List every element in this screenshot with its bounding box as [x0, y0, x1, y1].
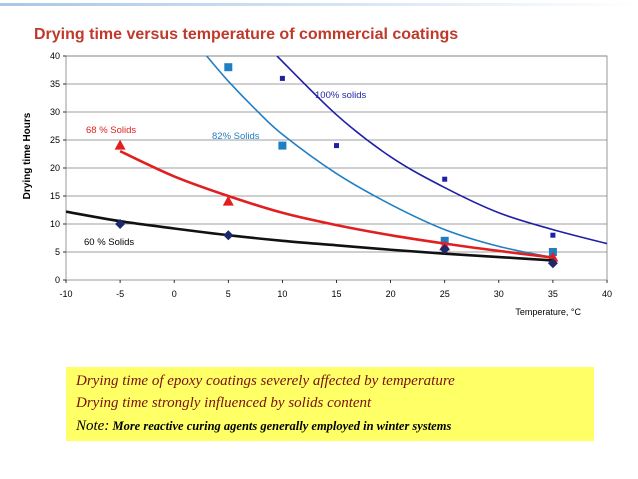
x-tick-label: 30: [494, 289, 504, 299]
x-axis-label: Temperature, °C: [515, 307, 581, 317]
series-label-82-solids: 82% Solids: [212, 131, 260, 142]
series-label-100-solids: 100% solids: [315, 90, 366, 101]
marker-100-solids: [334, 143, 339, 149]
note-line-solids: Drying time strongly influenced by solid…: [76, 395, 372, 411]
x-tick-label: 25: [440, 289, 450, 299]
series-label-68-solids: 68 % Solids: [86, 125, 136, 136]
y-tick-label: 15: [50, 191, 60, 201]
note-prefix: Note:: [76, 418, 110, 434]
note-line-temperature: Drying time of epoxy coatings severely a…: [76, 373, 455, 389]
y-tick-label: 30: [50, 107, 60, 117]
marker-100-solids: [550, 232, 556, 238]
marker-100-solids: [279, 75, 285, 81]
x-tick-label: 5: [226, 289, 231, 299]
y-tick-label: 0: [55, 275, 60, 285]
x-tick-label: 0: [172, 289, 177, 299]
top-accent-rule: [0, 3, 638, 6]
x-tick-label: -10: [59, 289, 72, 299]
chart: 0 5 10 15 20 25 30 35 40 -10 -5 0 5 10 15 20 25 30 35 40 Tem…: [22, 51, 612, 317]
y-tick-label: 35: [50, 79, 60, 89]
x-tick-label: -5: [116, 289, 124, 299]
y-axis-label: Drying time Hours: [22, 112, 33, 199]
slide-title: Drying time versus temperature of commer…: [34, 26, 459, 43]
y-tick-label: 40: [50, 51, 60, 61]
marker-60-solids: [439, 244, 450, 255]
y-tick-label: 10: [50, 219, 60, 229]
trendline-100-solids: [276, 56, 607, 245]
series-label-60-solids: 60 % Solids: [84, 237, 134, 248]
x-tick-label: 40: [602, 289, 612, 299]
note-line-curing-agents: Note: More reactive curing agents genera…: [76, 418, 451, 435]
trendline-82-solids: [206, 56, 554, 259]
marker-60-solids: [547, 258, 558, 269]
note-text: More reactive curing agents generally em…: [109, 419, 452, 433]
x-tick-label: 35: [548, 289, 558, 299]
x-tick-label: 20: [386, 289, 396, 299]
x-tick-label: 10: [277, 289, 287, 299]
marker-60-solids: [115, 219, 126, 229]
y-tick-label: 25: [50, 135, 60, 145]
note-box: Drying time of epoxy coatings severely a…: [66, 367, 594, 441]
marker-68-solids: [222, 195, 234, 206]
marker-82-solids: [278, 141, 287, 150]
trendline-60-solids: [66, 210, 553, 262]
marker-82-solids: [224, 63, 233, 72]
x-tick-label: 15: [331, 289, 341, 299]
trendline-68-solids: [119, 150, 554, 259]
y-tick-label: 5: [55, 247, 60, 257]
y-tick-label: 20: [50, 163, 60, 173]
marker-100-solids: [442, 176, 448, 182]
marker-68-solids: [114, 139, 126, 150]
marker-60-solids: [223, 230, 234, 241]
